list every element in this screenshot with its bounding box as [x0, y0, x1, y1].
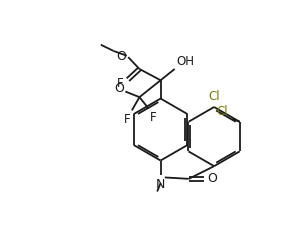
Text: F: F [150, 111, 157, 124]
Text: F: F [124, 113, 130, 126]
Text: O: O [115, 82, 125, 95]
Text: Cl: Cl [217, 105, 229, 118]
Text: O: O [207, 172, 217, 185]
Text: F: F [117, 77, 123, 90]
Text: N: N [156, 178, 165, 191]
Text: OH: OH [176, 55, 194, 68]
Text: Cl: Cl [208, 90, 220, 103]
Text: O: O [116, 50, 126, 63]
